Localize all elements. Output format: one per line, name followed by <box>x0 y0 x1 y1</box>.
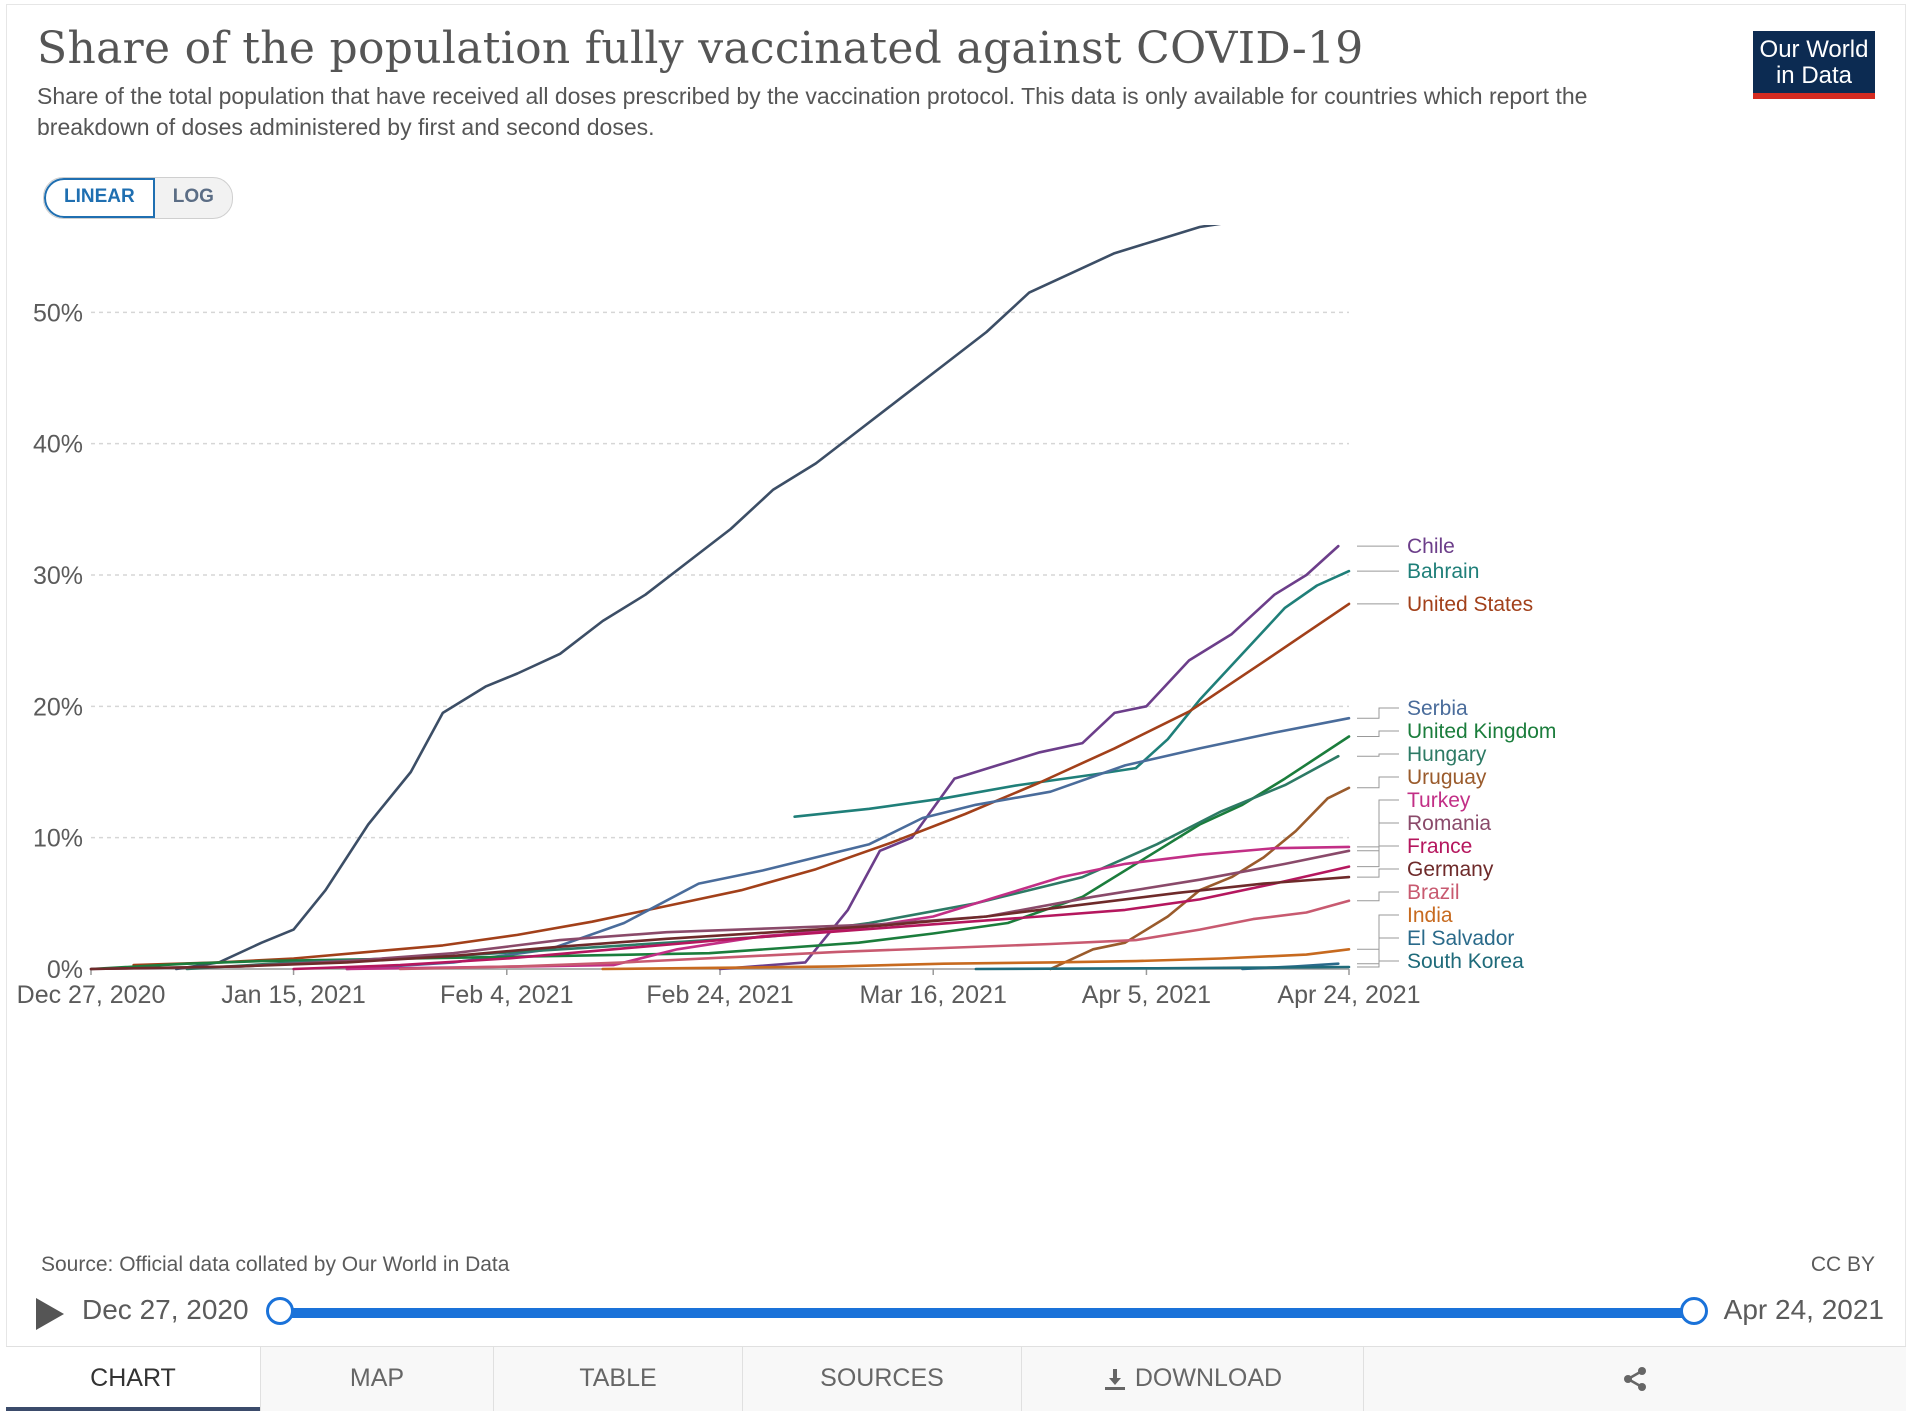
share-icon <box>1624 1367 1646 1392</box>
label-connector-brazil <box>1357 891 1399 902</box>
logo-line-2: in Data <box>1775 62 1853 89</box>
line-chart: 0% 10% 20% 30% 40% 50% Dec 27, 2020 Jan 15, 20… <box>17 225 1556 1009</box>
y-tick-label: 40% <box>33 431 83 459</box>
series-line-united-kingdom <box>89 735 1351 971</box>
license-link[interactable]: CC BY <box>1810 1253 1875 1276</box>
series-line-israel <box>175 225 1222 971</box>
y-tick-label: 50% <box>33 299 83 327</box>
y-tick-label: 0% <box>47 956 83 984</box>
series-line-chile <box>718 544 1340 971</box>
label-connector-germany <box>1357 868 1399 878</box>
x-tick-label: Feb 4, 2021 <box>440 981 573 1009</box>
series-label-united-kingdom: United Kingdom <box>1407 720 1556 743</box>
y-tick-label: 30% <box>33 562 83 590</box>
series-label-el-salvador: El Salvador <box>1407 927 1514 950</box>
series-label-serbia: Serbia <box>1407 697 1468 720</box>
chart-title: Share of the population fully vaccinated… <box>37 23 1364 74</box>
timeline-start-label: Dec 27, 2020 <box>82 1294 249 1325</box>
series-lines <box>89 225 1351 971</box>
series-label-chile: Chile <box>1407 535 1455 558</box>
tab-map[interactable]: MAP <box>260 1347 493 1411</box>
series-label-brazil: Brazil <box>1407 881 1460 904</box>
scale-toggle: LINEAR LOG <box>43 177 233 219</box>
chart-subtitle: Share of the total population that have … <box>37 83 1588 140</box>
label-connector-el-salvador <box>1357 937 1399 965</box>
series-labels: IsraelChileBahrainUnited StatesSerbiaUni… <box>1357 535 1556 973</box>
share-button[interactable] <box>1363 1347 1906 1411</box>
series-label-hungary: Hungary <box>1407 743 1487 766</box>
timeline-end-handle[interactable] <box>1680 1297 1708 1325</box>
download-icon <box>1104 1369 1125 1391</box>
series-line-india <box>601 947 1351 971</box>
y-tick-label: 20% <box>33 693 83 721</box>
series-line-serbia <box>345 716 1351 971</box>
y-axis: 0% 10% 20% 30% 40% 50% <box>33 299 83 984</box>
series-line-bahrain <box>793 569 1351 819</box>
series-line-turkey <box>345 845 1351 971</box>
series-label-south-korea: South Korea <box>1407 950 1524 973</box>
logo-line-1: Our World <box>1759 36 1869 63</box>
series-line-germany <box>89 875 1351 971</box>
label-connector-romania <box>1357 822 1399 852</box>
tab-chart[interactable]: CHART <box>6 1347 260 1411</box>
label-connector-india <box>1357 914 1399 950</box>
timeline-end-label: Apr 24, 2021 <box>1723 1294 1884 1325</box>
y-tick-label: 10% <box>33 825 83 853</box>
tab-download[interactable]: DOWNLOAD <box>1021 1347 1363 1411</box>
grid-lines <box>91 311 1349 970</box>
timeline: Dec 27, 2020 Apr 24, 2021 <box>36 1292 1884 1336</box>
x-tick-label: Dec 27, 2020 <box>17 981 166 1009</box>
series-label-germany: Germany <box>1407 858 1494 881</box>
x-tick-label: Jan 15, 2021 <box>221 981 366 1009</box>
x-axis: Dec 27, 2020 Jan 15, 2021 Feb 4, 2021 Feb 2… <box>17 969 1421 1009</box>
series-label-france: France <box>1407 835 1472 858</box>
series-line-south-korea <box>974 965 1351 971</box>
tab-download-label: DOWNLOAD <box>1134 1364 1283 1392</box>
owid-logo[interactable]: Our World in Data <box>1753 31 1875 99</box>
series-label-india: India <box>1407 904 1453 927</box>
series-label-romania: Romania <box>1407 812 1491 835</box>
x-tick-label: Apr 5, 2021 <box>1082 981 1211 1009</box>
label-connector-serbia <box>1357 707 1399 719</box>
log-scale-button[interactable]: LOG <box>172 186 214 207</box>
timeline-track[interactable] <box>278 1308 1692 1318</box>
play-icon[interactable] <box>36 1298 64 1330</box>
series-label-united-states: United States <box>1407 593 1533 616</box>
tab-sources[interactable]: SOURCES <box>742 1347 1021 1411</box>
tab-table[interactable]: TABLE <box>493 1347 742 1411</box>
series-line-uruguay <box>1049 786 1351 971</box>
label-connector-united-kingdom <box>1357 730 1399 737</box>
label-connector-south-korea <box>1357 960 1399 968</box>
series-label-turkey: Turkey <box>1407 789 1471 812</box>
chart-frame: Share of the population fully vaccinated… <box>6 4 1906 1410</box>
series-label-bahrain: Bahrain <box>1407 560 1479 583</box>
timeline-start-handle[interactable] <box>266 1297 294 1325</box>
series-line-united-states <box>132 602 1351 967</box>
series-label-uruguay: Uruguay <box>1407 766 1487 789</box>
x-tick-label: Apr 24, 2021 <box>1277 981 1420 1009</box>
x-tick-label: Mar 16, 2021 <box>860 981 1007 1009</box>
label-connector-uruguay <box>1357 776 1399 789</box>
linear-scale-button[interactable]: LINEAR <box>44 178 155 218</box>
source-note[interactable]: Source: Official data collated by Our Wo… <box>41 1253 510 1276</box>
x-tick-label: Feb 24, 2021 <box>646 981 793 1009</box>
label-connector-hungary <box>1357 753 1399 757</box>
tab-bar: CHART MAP TABLE SOURCES DOWNLOAD <box>6 1346 1906 1411</box>
series-line-france <box>292 865 1351 971</box>
label-connector-france <box>1357 845 1399 868</box>
series-line-brazil <box>398 899 1351 971</box>
